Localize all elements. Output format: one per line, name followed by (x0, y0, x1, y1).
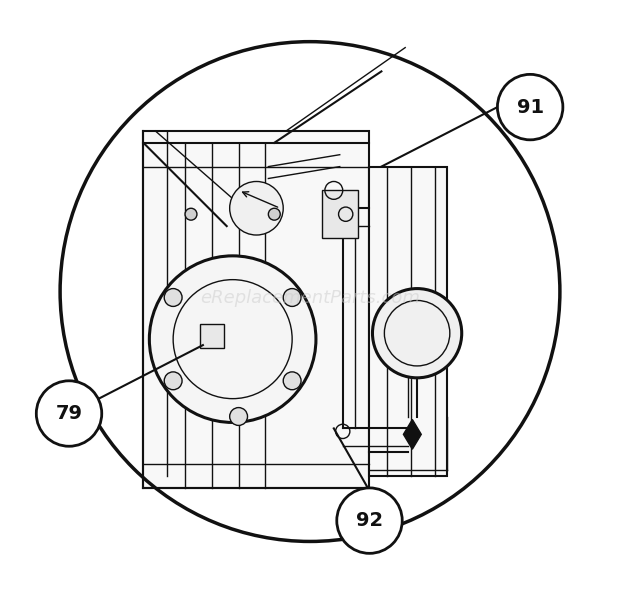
FancyBboxPatch shape (143, 131, 370, 488)
Circle shape (37, 381, 102, 446)
Text: eReplacementParts.com: eReplacementParts.com (200, 289, 420, 306)
Circle shape (164, 289, 182, 306)
FancyBboxPatch shape (370, 167, 447, 476)
Circle shape (185, 208, 197, 220)
Circle shape (268, 208, 280, 220)
Circle shape (229, 181, 283, 235)
Text: 91: 91 (516, 98, 544, 117)
Circle shape (337, 488, 402, 553)
Circle shape (283, 372, 301, 390)
Text: 79: 79 (56, 404, 82, 423)
Circle shape (497, 74, 563, 140)
Polygon shape (404, 419, 421, 449)
Circle shape (283, 289, 301, 306)
FancyBboxPatch shape (200, 324, 224, 348)
Circle shape (149, 256, 316, 422)
Circle shape (373, 289, 462, 378)
FancyBboxPatch shape (322, 190, 358, 238)
Text: 92: 92 (356, 511, 383, 530)
Circle shape (164, 372, 182, 390)
Circle shape (229, 408, 247, 425)
